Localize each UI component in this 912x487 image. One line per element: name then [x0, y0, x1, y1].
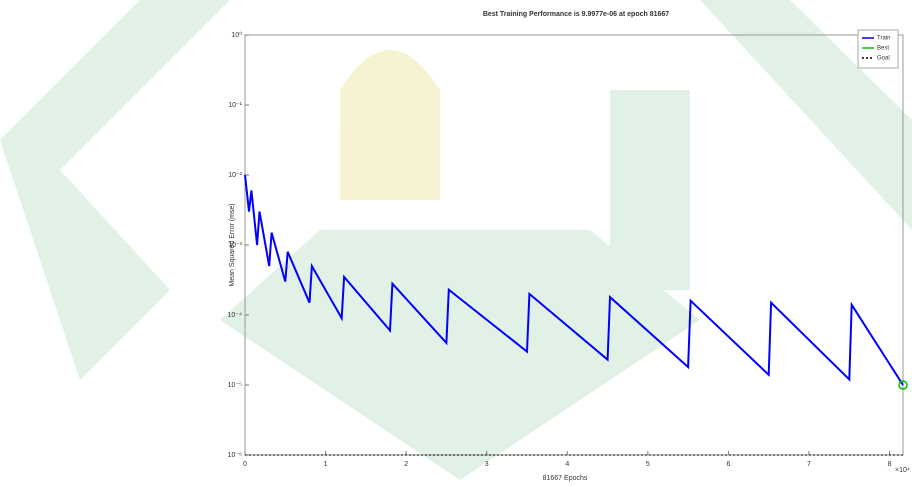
y-tick-label: 10⁻³ [228, 242, 242, 249]
chart: Best Training Performance is 9.9977e-06 … [0, 0, 912, 487]
legend-label: Best [877, 46, 889, 52]
legend-label: Goal [877, 56, 890, 62]
watermark-shape [610, 90, 690, 290]
x-tick-label: 6 [726, 461, 730, 468]
y-tick-label: 10⁻¹ [228, 102, 242, 109]
y-tick-label: 10⁻⁴ [228, 312, 243, 319]
page: Best Training Performance is 9.9977e-06 … [0, 0, 912, 487]
x-tick-label: 7 [807, 461, 811, 468]
x-axis-label: 81667 Epochs [543, 475, 588, 482]
watermark-shape [0, 0, 230, 380]
legend-label: Train [877, 36, 890, 42]
x-tick-label: 5 [646, 461, 650, 468]
watermark-shape [340, 50, 440, 200]
x-tick-label: 4 [565, 461, 569, 468]
x-tick-label: 1 [324, 461, 328, 468]
y-tick-label: 10⁻⁵ [228, 382, 242, 389]
y-tick-label: 10⁰ [231, 31, 242, 39]
x-tick-label: 8 [888, 461, 892, 468]
x-tick-label: 0 [243, 461, 247, 468]
y-tick-label: 10⁻² [228, 172, 242, 179]
watermark [0, 0, 912, 480]
x-tick-label: 3 [485, 461, 489, 468]
x-multiplier: ×10⁴ [895, 467, 910, 474]
x-tick-label: 2 [404, 461, 408, 468]
y-tick-label: 10⁻⁶ [228, 452, 242, 459]
chart-title: Best Training Performance is 9.9977e-06 … [483, 11, 669, 18]
